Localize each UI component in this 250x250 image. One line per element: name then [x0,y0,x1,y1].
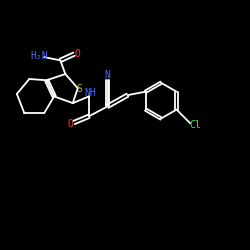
Text: Cl: Cl [190,120,202,130]
Text: N: N [105,70,110,80]
Text: H₂N: H₂N [30,52,48,62]
Text: NH: NH [84,88,96,99]
Text: O: O [74,49,80,59]
Text: O: O [68,119,73,129]
Text: S: S [76,84,82,94]
